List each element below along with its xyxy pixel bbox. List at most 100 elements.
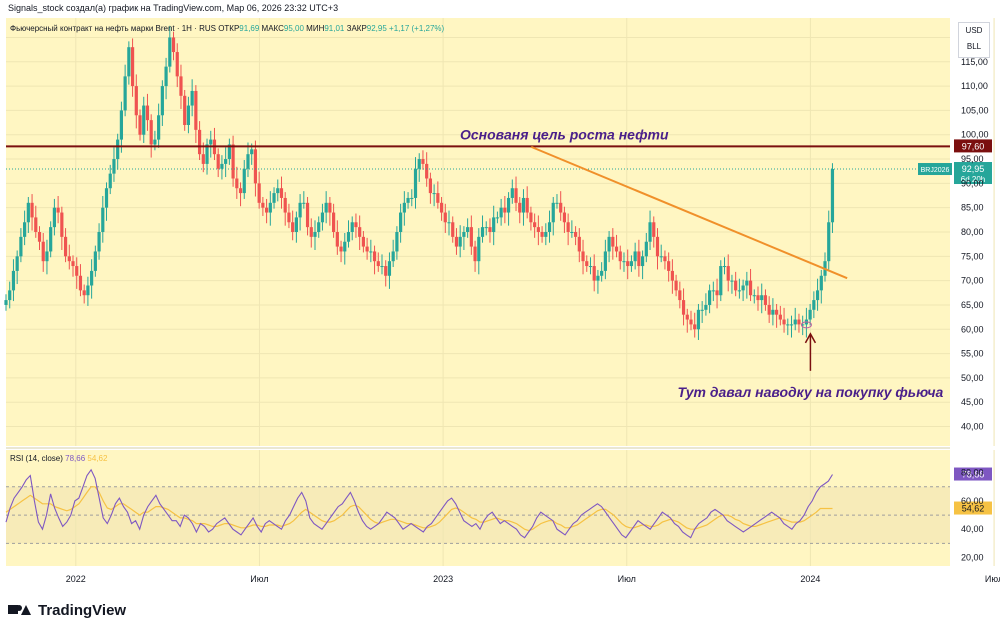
candle-body [257, 183, 261, 203]
candle-body [607, 236, 611, 252]
axis-layer: 120,00115,00110,00105,00100,0095,0090,00… [66, 32, 1000, 584]
candle-body [696, 309, 701, 330]
candle-body [477, 236, 481, 262]
candle-body [652, 222, 656, 237]
candle-body [618, 251, 622, 262]
candle-body [261, 202, 265, 208]
candle-body [399, 212, 403, 232]
candle-body [138, 115, 142, 135]
main-y-tick-label: 75,00 [961, 251, 984, 261]
candle-body [183, 95, 187, 125]
candle-body [227, 144, 231, 160]
candle-body [585, 261, 589, 267]
candle-body [603, 251, 607, 271]
candle-body [302, 202, 306, 204]
candle-body [250, 149, 254, 155]
candle-body [23, 222, 27, 237]
candle-body [775, 309, 779, 315]
candle-body [130, 47, 135, 87]
candle-body [525, 197, 529, 213]
candle-body [730, 280, 734, 282]
candle-body [328, 202, 332, 213]
candle-body [614, 246, 619, 252]
candle-body [741, 285, 745, 291]
candle-body [506, 197, 511, 213]
candle-body [413, 168, 418, 198]
x-tick-label: Июл [618, 574, 636, 584]
candle-body [335, 232, 339, 247]
candle-body [797, 319, 801, 325]
candle-body [670, 270, 674, 281]
candle-body [145, 105, 150, 121]
candle-body [432, 193, 436, 195]
candle-body [15, 256, 19, 271]
chart-svg: Основаня цель роста нефти 97,60 BRJ2026 92,… [4, 18, 1000, 584]
candle-body [518, 202, 522, 213]
main-y-tick-label: 105,00 [961, 105, 989, 115]
candle-body [56, 207, 60, 213]
candle-body [71, 261, 75, 267]
candle-body [67, 256, 71, 262]
candle-body [294, 217, 298, 232]
candle-body [514, 188, 518, 203]
candle-body [436, 193, 440, 203]
candle-body [272, 193, 276, 203]
candle-body [160, 86, 164, 116]
candle-body [279, 188, 284, 198]
candle-body [763, 295, 768, 305]
candle-body [246, 154, 250, 169]
header-symbol: Фьючерсный контракт на нефть марки Brent… [10, 24, 218, 33]
candle-body [827, 222, 831, 262]
candle-body [808, 309, 812, 320]
x-tick-label: 2022 [66, 574, 86, 584]
candle-body [157, 115, 161, 140]
x-tick-label: Июл [985, 574, 1000, 584]
candle-body [231, 144, 235, 179]
main-y-tick-label: 115,00 [961, 57, 988, 67]
header-open: 91,69 [239, 24, 261, 33]
candle-body [313, 232, 317, 237]
header-low-label: МИН [306, 24, 324, 33]
candle-body [745, 280, 749, 286]
target-level-tag: 97,60 [962, 141, 985, 151]
currency-selector[interactable]: USD BLL [958, 22, 990, 58]
candle-body [637, 251, 641, 267]
x-tick-label: Июл [250, 574, 268, 584]
candle-body [536, 227, 540, 232]
candle-body [104, 188, 109, 208]
candle-body [533, 222, 537, 228]
candle-body [8, 290, 12, 301]
candle-body [343, 241, 347, 252]
candle-body [473, 246, 477, 262]
candle-body [466, 227, 470, 232]
candle-body [782, 319, 786, 325]
candle-body [134, 86, 138, 116]
main-y-tick-label: 45,00 [961, 397, 984, 407]
candle-body [655, 236, 660, 257]
candle-body [748, 280, 753, 296]
candle-body [633, 251, 637, 262]
candle-body [63, 236, 68, 257]
currency-usd: USD [965, 26, 983, 35]
candle-body [722, 266, 727, 268]
candle-body [45, 251, 49, 262]
candle-body [391, 251, 395, 262]
candle-body [402, 202, 406, 213]
candle-body [715, 290, 719, 296]
candle-body [194, 90, 198, 130]
candle-body [97, 232, 101, 252]
trend-line [530, 145, 848, 280]
tradingview-logo[interactable]: TradingView [8, 600, 126, 620]
candle-body [793, 319, 797, 325]
candle-body [443, 212, 447, 223]
candle-body [78, 275, 83, 291]
rsi-y-tick-label: 80,00 [961, 468, 984, 478]
candle-body [201, 154, 205, 164]
price-symbol-tag-bg [918, 163, 952, 176]
candle-body [186, 105, 191, 125]
candle-body [503, 207, 507, 213]
symbol-header: Фьючерсный контракт на нефть марки Brent… [10, 24, 445, 33]
candle-body [559, 202, 563, 213]
candle-body [495, 217, 500, 219]
candle-body [510, 188, 514, 198]
